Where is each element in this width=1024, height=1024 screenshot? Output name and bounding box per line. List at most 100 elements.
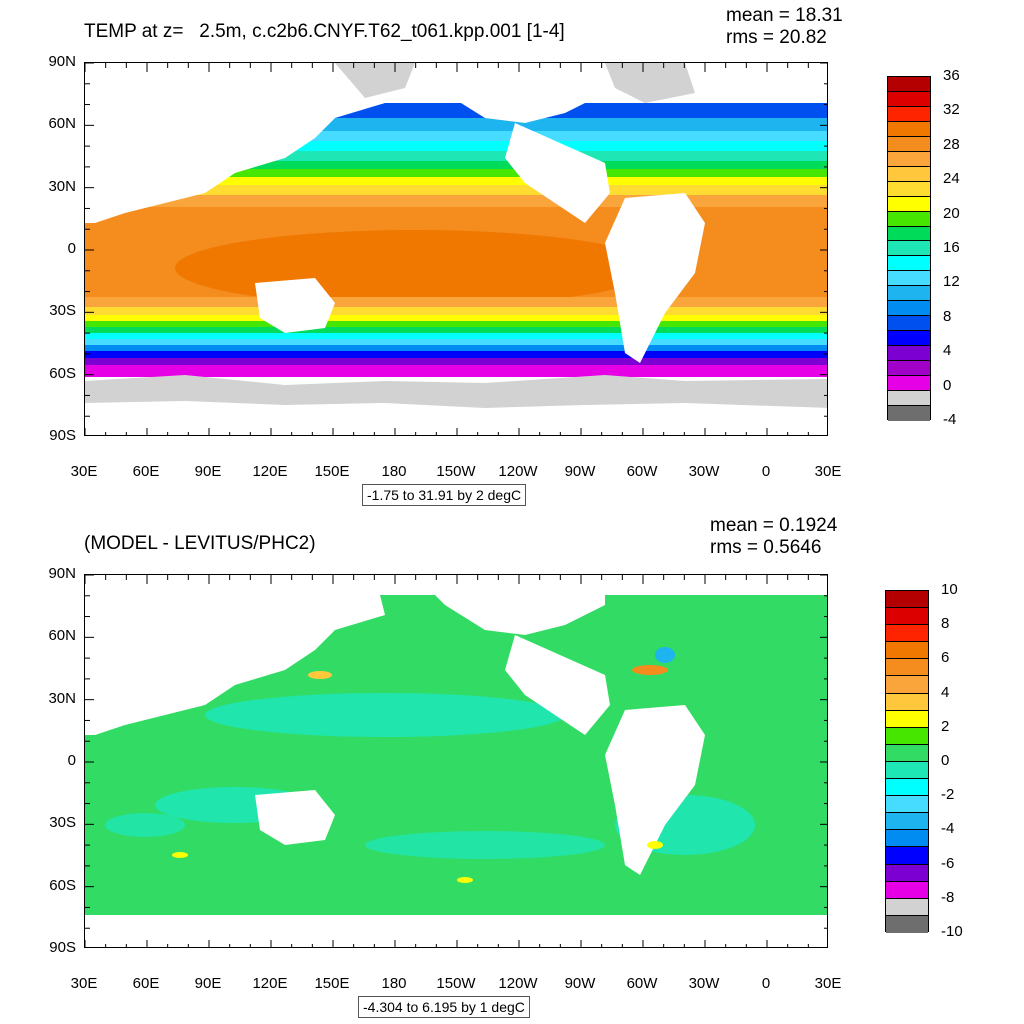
rms-stat: rms = 0.5646	[710, 537, 822, 558]
colorbar-swatch	[888, 376, 930, 392]
colorbar-tick-label: 10	[941, 581, 958, 598]
lon-label: 90W	[564, 463, 596, 480]
lon-label: 30E	[70, 463, 98, 480]
colorbar-swatch	[888, 121, 930, 137]
colorbar-tick-label: 2	[941, 717, 950, 735]
colorbar-swatch	[886, 761, 928, 780]
lon-label: 180	[381, 463, 407, 480]
colorbar	[887, 76, 931, 421]
colorbar-swatch	[886, 625, 928, 643]
colorbar	[885, 590, 929, 933]
colorbar-swatch	[886, 744, 928, 762]
colorbar-swatch	[886, 796, 928, 814]
lat-label: 90N	[48, 565, 76, 582]
colorbar-tick-label: 4	[943, 342, 952, 360]
colorbar-tick-label: 0	[941, 752, 950, 769]
colorbar-swatch	[888, 211, 930, 227]
colorbar-swatch	[886, 898, 928, 916]
rms-stat: rms = 20.82	[726, 27, 827, 48]
colorbar-swatch	[888, 346, 930, 362]
colorbar-swatch	[886, 847, 928, 865]
colorbar-swatch	[886, 779, 928, 797]
colorbar-swatch	[886, 710, 928, 728]
lon-label: 150W	[436, 463, 476, 480]
colorbar-swatch	[888, 286, 930, 302]
lon-label: 180	[381, 975, 407, 992]
colorbar-swatch	[886, 864, 928, 882]
difference-field	[85, 575, 827, 947]
difference-panel: (MODEL - LEVITUS/PHC2) mean = 0.1924 rms…	[0, 512, 1024, 1024]
lon-label: 60W	[626, 975, 658, 992]
colorbar-tick-label: 28	[943, 135, 960, 153]
colorbar-swatch	[888, 166, 930, 182]
lon-label: 150E	[314, 975, 350, 992]
colorbar-tick-label: -8	[941, 888, 955, 906]
colorbar-tick-label: -10	[941, 923, 963, 940]
mean-stat: mean = 0.1924	[710, 515, 838, 536]
colorbar-tick-label: 36	[943, 67, 960, 84]
panel-title: TEMP at z= 2.5m, c.c2b6.CNYF.T62_t061.kp…	[84, 21, 565, 42]
lon-label: 30W	[688, 463, 720, 480]
colorbar-swatch	[888, 331, 930, 347]
lon-label: 60W	[626, 463, 658, 480]
lon-label: 60E	[132, 463, 160, 480]
colorbar-swatch	[888, 181, 930, 197]
lat-label: 90N	[48, 53, 76, 70]
lat-label: 60N	[48, 627, 76, 645]
colorbar-tick-label: -4	[943, 411, 957, 428]
colorbar-swatch	[886, 659, 928, 677]
colorbar-swatch	[886, 693, 928, 711]
lon-label: 120W	[498, 463, 538, 480]
colorbar-tick-label: 12	[943, 273, 960, 291]
lat-label: 60N	[48, 115, 76, 133]
colorbar-swatch	[888, 241, 930, 257]
colorbar-swatch	[888, 196, 930, 212]
colorbar-swatch	[888, 271, 930, 287]
colorbar-swatch	[886, 881, 928, 899]
colorbar-tick-label: 6	[941, 649, 950, 667]
difference-map	[84, 574, 828, 948]
lon-label: 90E	[194, 463, 222, 480]
lon-label: 30E	[814, 463, 842, 480]
colorbar-tick-label: 20	[943, 204, 960, 222]
sst-map	[84, 62, 828, 436]
lon-label: 120E	[252, 463, 288, 480]
colorbar-swatch	[888, 91, 930, 107]
lat-label: 60S	[49, 876, 76, 894]
colorbar-tick-label: -6	[941, 854, 955, 872]
lon-label: 150E	[314, 463, 350, 480]
colorbar-tick-label: 16	[943, 239, 960, 256]
panel-title: (MODEL - LEVITUS/PHC2)	[84, 533, 316, 554]
colorbar-swatch	[888, 405, 930, 421]
colorbar-swatch	[888, 301, 930, 317]
colorbar-swatch	[886, 591, 928, 609]
colorbar-swatch	[888, 136, 930, 152]
lat-label: 60S	[49, 364, 76, 382]
lat-label: 30N	[48, 177, 76, 195]
contour-range-label: -1.75 to 31.91 by 2 degC	[362, 484, 527, 506]
colorbar-swatch	[886, 608, 928, 626]
colorbar-swatch	[886, 830, 928, 848]
contour-range-label: -4.304 to 6.195 by 1 degC	[358, 996, 530, 1018]
lon-label: 30W	[688, 975, 720, 992]
colorbar-swatch	[888, 361, 930, 377]
colorbar-swatch	[888, 106, 930, 122]
lat-label: 90S	[49, 939, 76, 956]
colorbar-swatch	[886, 642, 928, 660]
lon-label: 120W	[498, 975, 538, 992]
colorbar-swatch	[888, 151, 930, 167]
colorbar-tick-label: 8	[943, 307, 952, 325]
lon-label: 30E	[814, 975, 842, 992]
colorbar-swatch	[888, 226, 930, 242]
sst-field	[85, 63, 827, 435]
colorbar-swatch	[888, 77, 930, 92]
lon-label: 0	[761, 463, 771, 480]
colorbar-tick-label: 8	[941, 615, 950, 633]
colorbar-tick-label: 32	[943, 101, 960, 119]
colorbar-tick-label: 4	[941, 683, 950, 701]
colorbar-tick-label: 24	[943, 170, 960, 188]
lat-label: 30N	[48, 689, 76, 707]
colorbar-swatch	[886, 727, 928, 745]
lon-label: 60E	[132, 975, 160, 992]
lat-label: 90S	[49, 427, 76, 444]
